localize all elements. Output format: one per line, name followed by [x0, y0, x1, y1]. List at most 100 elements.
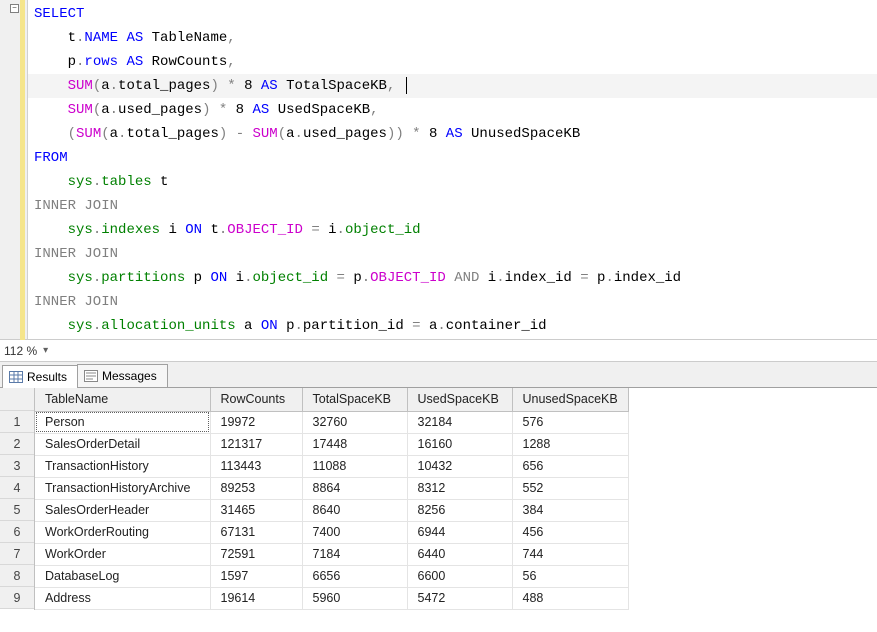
cell[interactable]: 31465 [210, 499, 302, 521]
zoom-level: 112 % [4, 344, 37, 358]
column-header[interactable]: TableName [35, 388, 210, 411]
code-line: FROM [34, 146, 877, 170]
results-grid-icon [9, 371, 23, 383]
cell[interactable]: 6656 [302, 565, 407, 587]
results-grid-wrap: 123456789 TableNameRowCountsTotalSpaceKB… [0, 388, 877, 610]
table-row[interactable]: DatabaseLog15976656660056 [35, 565, 628, 587]
column-header[interactable]: RowCounts [210, 388, 302, 411]
code-line: sys.indexes i ON t.OBJECT_ID = i.object_… [34, 218, 877, 242]
change-bar [20, 0, 25, 340]
cell[interactable]: 8640 [302, 499, 407, 521]
results-tabs: Results Messages [0, 362, 877, 388]
cell[interactable]: SalesOrderDetail [35, 433, 210, 455]
cell[interactable]: 10432 [407, 455, 512, 477]
code-line: SELECT [34, 2, 877, 26]
results-grid[interactable]: TableNameRowCountsTotalSpaceKBUsedSpaceK… [35, 388, 629, 610]
row-header[interactable]: 2 [0, 433, 34, 455]
row-header[interactable]: 8 [0, 565, 34, 587]
code-line: SUM(a.used_pages) * 8 AS UsedSpaceKB, [34, 98, 877, 122]
zoom-dropdown-icon[interactable]: ▾ [43, 345, 48, 356]
row-header[interactable]: 5 [0, 499, 34, 521]
table-row[interactable]: TransactionHistory1134431108810432656 [35, 455, 628, 477]
row-header[interactable]: 9 [0, 587, 34, 609]
tab-messages-label: Messages [102, 369, 157, 383]
column-header[interactable]: TotalSpaceKB [302, 388, 407, 411]
cell[interactable]: 19614 [210, 587, 302, 609]
zoom-bar: 112 % ▾ [0, 340, 877, 362]
column-header[interactable]: UnusedSpaceKB [512, 388, 628, 411]
cell[interactable]: 8256 [407, 499, 512, 521]
cell[interactable]: 5472 [407, 587, 512, 609]
row-header[interactable]: 4 [0, 477, 34, 499]
row-header[interactable]: 1 [0, 411, 34, 433]
cell[interactable]: 8312 [407, 477, 512, 499]
table-row[interactable]: TransactionHistoryArchive892538864831255… [35, 477, 628, 499]
cell[interactable]: 1597 [210, 565, 302, 587]
messages-icon [84, 370, 98, 382]
column-header[interactable]: UsedSpaceKB [407, 388, 512, 411]
tab-results[interactable]: Results [2, 365, 78, 388]
cell[interactable]: 7400 [302, 521, 407, 543]
cell[interactable]: SalesOrderHeader [35, 499, 210, 521]
sql-editor-pane: − SELECT t.NAME AS TableName, p.rows AS … [0, 0, 877, 340]
cell[interactable]: 744 [512, 543, 628, 565]
cell[interactable]: WorkOrder [35, 543, 210, 565]
cell[interactable]: Person [35, 411, 210, 433]
cell[interactable]: 552 [512, 477, 628, 499]
code-line: p.rows AS RowCounts, [34, 50, 877, 74]
text-caret [406, 77, 407, 94]
cell[interactable]: TransactionHistory [35, 455, 210, 477]
cell[interactable]: 8864 [302, 477, 407, 499]
row-header-column: 123456789 [0, 388, 35, 610]
cell[interactable]: 6440 [407, 543, 512, 565]
table-row[interactable]: Address1961459605472488 [35, 587, 628, 609]
sql-code-area[interactable]: SELECT t.NAME AS TableName, p.rows AS Ro… [28, 0, 877, 339]
cell[interactable]: TransactionHistoryArchive [35, 477, 210, 499]
table-row[interactable]: WorkOrderRouting6713174006944456 [35, 521, 628, 543]
cell[interactable]: 456 [512, 521, 628, 543]
tab-results-label: Results [27, 370, 67, 384]
table-row[interactable]: Person199723276032184576 [35, 411, 628, 433]
fold-handle[interactable]: − [10, 4, 19, 13]
editor-gutter: − [0, 0, 28, 339]
cell[interactable]: 16160 [407, 433, 512, 455]
code-line: sys.partitions p ON i.object_id = p.OBJE… [34, 266, 877, 290]
row-header-blank[interactable] [0, 388, 34, 411]
row-header[interactable]: 7 [0, 543, 34, 565]
cell[interactable]: 576 [512, 411, 628, 433]
table-row[interactable]: WorkOrder7259171846440744 [35, 543, 628, 565]
cell[interactable]: 6944 [407, 521, 512, 543]
code-line: (SUM(a.total_pages) - SUM(a.used_pages))… [34, 122, 877, 146]
cell[interactable]: 32760 [302, 411, 407, 433]
cell[interactable]: 32184 [407, 411, 512, 433]
cell[interactable]: Address [35, 587, 210, 609]
code-line: t.NAME AS TableName, [34, 26, 877, 50]
tab-messages[interactable]: Messages [77, 364, 168, 387]
table-row[interactable]: SalesOrderHeader3146586408256384 [35, 499, 628, 521]
code-line: sys.tables t [34, 170, 877, 194]
cell[interactable]: 19972 [210, 411, 302, 433]
cell[interactable]: 121317 [210, 433, 302, 455]
cell[interactable]: 67131 [210, 521, 302, 543]
code-line: INNER JOIN [34, 290, 877, 314]
code-line: SUM(a.total_pages) * 8 AS TotalSpaceKB, [34, 74, 877, 98]
cell[interactable]: 56 [512, 565, 628, 587]
code-line: INNER JOIN [34, 242, 877, 266]
cell[interactable]: 384 [512, 499, 628, 521]
cell[interactable]: DatabaseLog [35, 565, 210, 587]
cell[interactable]: 5960 [302, 587, 407, 609]
cell[interactable]: 488 [512, 587, 628, 609]
cell[interactable]: 7184 [302, 543, 407, 565]
row-header[interactable]: 3 [0, 455, 34, 477]
cell[interactable]: 113443 [210, 455, 302, 477]
cell[interactable]: 17448 [302, 433, 407, 455]
table-row[interactable]: SalesOrderDetail12131717448161601288 [35, 433, 628, 455]
cell[interactable]: 6600 [407, 565, 512, 587]
cell[interactable]: 89253 [210, 477, 302, 499]
cell[interactable]: 656 [512, 455, 628, 477]
cell[interactable]: 1288 [512, 433, 628, 455]
cell[interactable]: WorkOrderRouting [35, 521, 210, 543]
cell[interactable]: 11088 [302, 455, 407, 477]
cell[interactable]: 72591 [210, 543, 302, 565]
row-header[interactable]: 6 [0, 521, 34, 543]
